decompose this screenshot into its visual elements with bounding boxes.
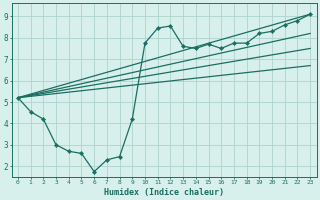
X-axis label: Humidex (Indice chaleur): Humidex (Indice chaleur): [104, 188, 224, 197]
